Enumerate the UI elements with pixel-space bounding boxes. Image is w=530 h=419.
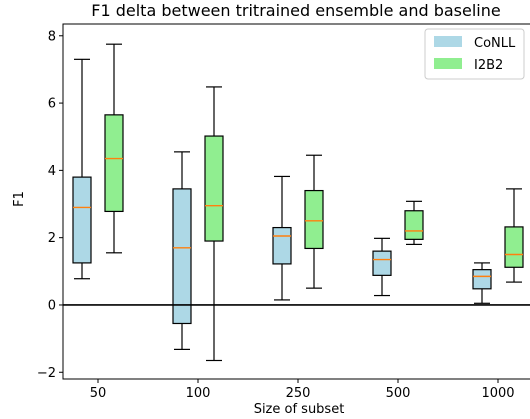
legend-label-conll: CoNLL: [474, 36, 516, 51]
y-axis-label: F1: [12, 191, 27, 207]
x-axis-label: Size of subset: [254, 402, 345, 417]
legend: CoNLL I2B2: [424, 28, 525, 80]
box-conll-50: [72, 58, 92, 280]
iqr-box-conll-500: [372, 250, 392, 276]
iqr-box-i2b2-1000: [504, 226, 524, 268]
x-axis: 50 100 250 500 1000: [90, 379, 515, 401]
box-conll-500: [372, 237, 392, 297]
legend-swatch-conll: [434, 36, 462, 47]
plot-content: [63, 43, 530, 362]
chart-title: F1 delta between tritrained ensemble and…: [91, 1, 500, 20]
iqr-box-i2b2-50: [104, 114, 124, 213]
box-i2b2-500: [404, 200, 424, 246]
x-tick-label: 250: [286, 386, 311, 401]
box-conll-250: [272, 175, 292, 301]
iqr-box-conll-250: [272, 226, 292, 265]
iqr-box-conll-50: [72, 176, 92, 264]
iqr-box-i2b2-500: [404, 210, 424, 240]
y-tick-label: 6: [48, 97, 56, 112]
iqr-box-conll-1000: [472, 269, 492, 290]
y-tick-label: −2: [37, 366, 56, 381]
legend-label-i2b2: I2B2: [474, 58, 503, 73]
legend-swatch-i2b2: [434, 58, 462, 69]
y-tick-label: 4: [48, 164, 56, 179]
x-tick-label: 100: [186, 386, 211, 401]
y-axis: −2 0 2 4 6 8: [37, 29, 63, 381]
box-i2b2-1000: [504, 188, 524, 283]
iqr-box-i2b2-250: [304, 189, 324, 250]
box-i2b2-50: [104, 43, 124, 254]
y-tick-label: 2: [48, 231, 56, 246]
box-i2b2-250: [304, 154, 324, 289]
box-conll-1000: [472, 262, 492, 304]
box-conll-100: [172, 151, 192, 350]
plot-frame: [62, 23, 530, 380]
box-i2b2-100: [204, 86, 224, 362]
y-tick-label: 8: [48, 29, 56, 44]
x-tick-label: 1000: [481, 386, 514, 401]
iqr-box-i2b2-100: [204, 135, 224, 242]
x-tick-label: 50: [90, 386, 107, 401]
y-tick-label: 0: [48, 298, 56, 313]
x-tick-label: 500: [386, 386, 411, 401]
iqr-box-conll-100: [172, 188, 192, 325]
